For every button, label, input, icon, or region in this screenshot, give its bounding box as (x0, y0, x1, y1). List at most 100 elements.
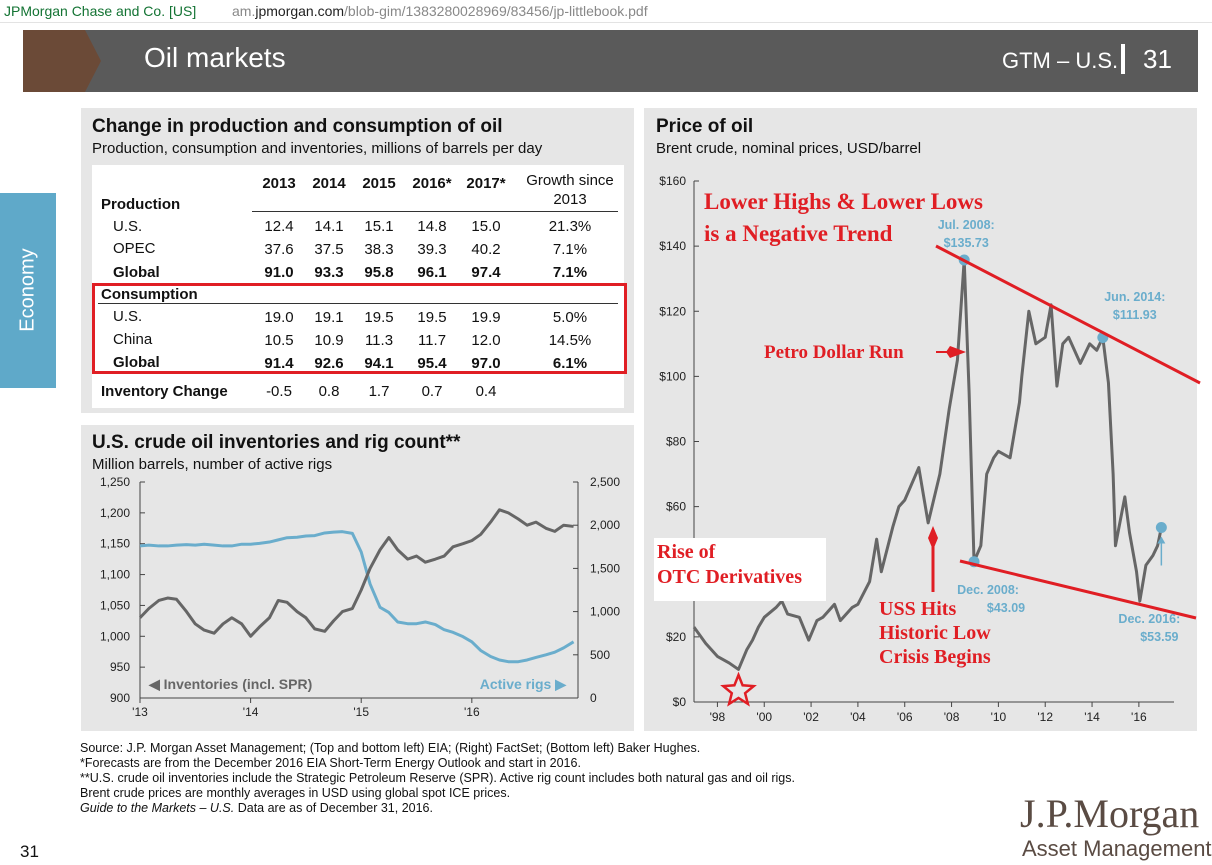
uss-marker-diamond (928, 526, 938, 550)
annotation-petro-dollar: Petro Dollar Run (764, 342, 904, 363)
cell: 19.0 (264, 309, 294, 326)
col-header-2016: 2016* (412, 175, 452, 192)
y-tick-label: $140 (659, 239, 686, 253)
y-tick-label: $60 (666, 500, 686, 514)
header-separator (1121, 44, 1125, 74)
cell: 15.1 (364, 218, 394, 235)
cell: 0.8 (318, 383, 340, 400)
oil-price-chart: $0$20$40$60$80$100$120$140$160'98'00'02'… (654, 174, 1201, 724)
row-label-inventory: Inventory Change (101, 383, 228, 400)
x-tick-label: '04 (850, 710, 866, 724)
annotation-trend-2: is a Negative Trend (704, 221, 893, 246)
upper-trend-line (935, 244, 1201, 385)
x-tick-label: '16 (464, 705, 480, 719)
row-label-us-production: U.S. (113, 218, 143, 235)
page-number-bottom: 31 (20, 842, 39, 861)
oil-chart-title: Price of oil (656, 116, 754, 137)
annotation-otc-2: OTC Derivatives (657, 566, 802, 588)
y-right-tick-label: 2,500 (590, 475, 620, 489)
page-title: Oil markets (144, 42, 286, 73)
cell: 95.4 (417, 355, 447, 372)
url-host: jpmorgan.com (255, 3, 345, 19)
cell-growth: 14.5% (548, 332, 592, 349)
footnote-spr: **U.S. crude oil inventories include the… (80, 771, 795, 785)
inventory-chart-panel (81, 425, 634, 731)
callout-jun-2014-date: Jun. 2014: (1104, 290, 1165, 304)
y-right-tick-label: 1,500 (590, 561, 620, 575)
y-left-tick-label: 1,200 (100, 506, 130, 520)
cell-growth: 5.0% (552, 309, 588, 326)
col-header-2017: 2017* (466, 175, 506, 192)
callout-marker (1155, 521, 1167, 533)
annotation-uss-1: USS Hits (879, 598, 956, 620)
x-tick-label: '06 (897, 710, 913, 724)
cell: 92.6 (314, 355, 344, 372)
callout-dec-2016-value: $53.59 (1140, 630, 1178, 644)
cell: 12.0 (471, 332, 501, 349)
x-tick-label: '10 (991, 710, 1007, 724)
footnote-forecast: *Forecasts are from the December 2016 EI… (80, 756, 581, 770)
cell: 37.6 (264, 241, 294, 258)
cell: 91.4 (264, 355, 294, 372)
annotation-uss-2: Historic Low (879, 622, 991, 644)
asset-management-label: Asset Management (1022, 836, 1212, 861)
table-subtitle: Production, consumption and inventories,… (92, 140, 543, 157)
x-tick-label: '12 (1037, 710, 1053, 724)
y-left-tick-label: 1,150 (100, 537, 130, 551)
cell-growth: 21.3% (548, 218, 592, 235)
y-right-tick-label: 2,000 (590, 518, 620, 532)
callout-dec-2008-date: Dec. 2008: (957, 583, 1019, 597)
y-tick-label: $80 (666, 435, 686, 449)
browser-bar: JPMorgan Chase and Co. [US] am.jpmorgan.… (0, 0, 1212, 23)
x-tick-label: '08 (944, 710, 960, 724)
legend-inventories: ◀ Inventories (incl. SPR) (148, 676, 312, 692)
cell: 11.3 (364, 332, 394, 349)
section-production: Production (101, 196, 181, 213)
consumption-highlight-box (92, 283, 627, 374)
y-right-tick-label: 500 (590, 648, 610, 662)
y-left-tick-label: 1,050 (100, 598, 130, 612)
cell: 0.7 (421, 383, 443, 400)
otc-label-box (654, 538, 826, 601)
address-bar[interactable]: am.jpmorgan.com/blob-gim/1383280028969/8… (232, 0, 648, 22)
cell: 14.1 (314, 218, 344, 235)
consumption-rule (98, 303, 618, 304)
cell: 40.2 (471, 241, 501, 258)
cell: 97.4 (471, 264, 501, 281)
x-tick-label: '00 (756, 710, 772, 724)
callout-dec-2016-date: Dec. 2016: (1118, 612, 1180, 626)
series-inventories (138, 508, 574, 638)
guide-date-text: Data are as of December 31, 2016. (234, 801, 433, 815)
y-left-tick-label: 1,000 (100, 629, 130, 643)
callout-jul-2008-value: $135.73 (944, 236, 989, 250)
x-tick-label: '02 (803, 710, 819, 724)
dec-2016-arrowhead (1157, 536, 1166, 544)
y-left-tick-label: 950 (110, 660, 130, 674)
cell-growth: 7.1% (552, 264, 588, 281)
y-tick-label: $120 (659, 304, 686, 318)
section-consumption: Consumption (101, 286, 198, 303)
cell-growth: 7.1% (552, 241, 588, 258)
cell: 10.5 (264, 332, 294, 349)
y-tick-label: $0 (673, 695, 687, 709)
annotation-otc-1: Rise of (657, 541, 716, 563)
cell: 0.4 (475, 383, 497, 400)
inventory-chart-title: U.S. crude oil inventories and rig count… (92, 432, 461, 453)
table-title: Change in production and consumption of … (92, 116, 503, 137)
col-header-2015: 2015 (362, 175, 396, 192)
y-tick-label: $20 (666, 630, 686, 644)
y-tick-label: $100 (659, 369, 686, 383)
cell: 96.1 (417, 264, 447, 281)
cell: -0.5 (266, 383, 292, 400)
cell: 19.5 (364, 309, 394, 326)
y-left-tick-label: 900 (110, 691, 130, 705)
cell: 38.3 (364, 241, 394, 258)
x-tick-label: '16 (1131, 710, 1147, 724)
page-number-top: 31 (1143, 44, 1172, 74)
site-identity[interactable]: JPMorgan Chase and Co. [US] (4, 3, 197, 19)
table-background (92, 165, 624, 408)
row-label-china: China (113, 331, 153, 348)
section-tab (0, 193, 56, 388)
cell: 19.1 (314, 309, 344, 326)
cell: 19.9 (471, 309, 501, 326)
